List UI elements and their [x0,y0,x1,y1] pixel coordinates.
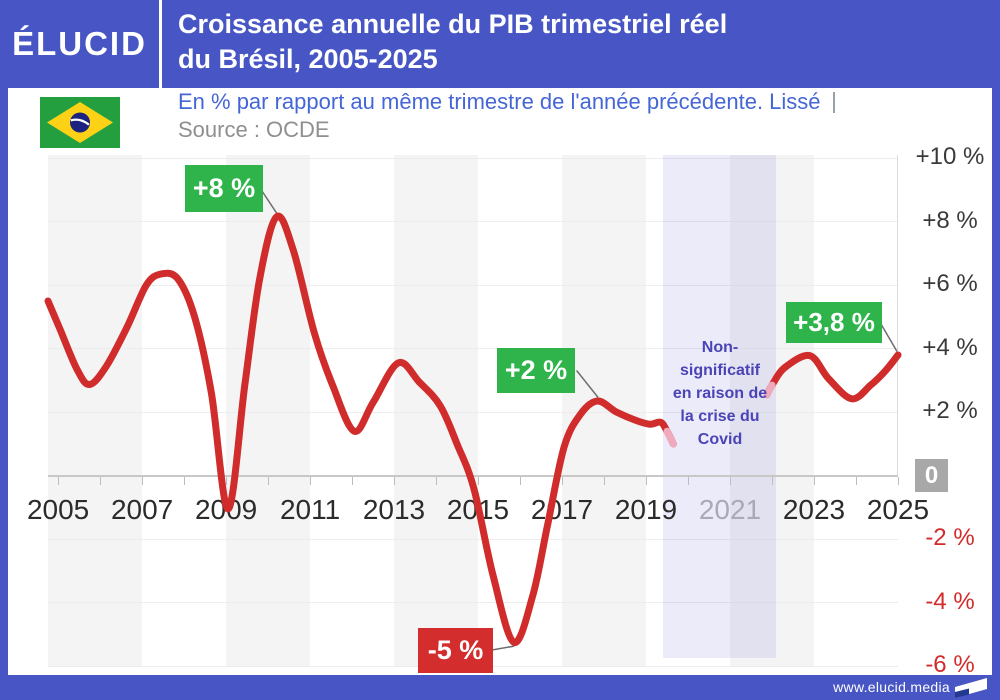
x-axis-tick [57,477,59,485]
annotation-connector [880,323,898,352]
x-axis-tick [183,477,185,485]
y-axis-label: +8 % [922,206,978,234]
x-axis-tick [309,477,311,485]
x-axis-label: 2015 [446,494,510,525]
subtitle-divider [832,91,835,113]
elucid-flag-icon [955,678,987,698]
annotation-badge-plus2: +2 % [497,348,575,393]
x-axis-tick [771,477,773,485]
plot-right-border [897,155,898,476]
x-axis-tick [561,477,563,485]
x-axis-tick [729,477,731,485]
gridline [48,157,898,159]
y-axis-zero-badge: 0 [915,459,948,493]
x-axis-tick [855,477,857,485]
y-axis-label: +10 % [915,143,985,171]
background-stripe [730,155,814,667]
x-axis-tick [225,477,227,485]
x-axis-tick [477,477,479,485]
y-axis-label: +4 % [922,333,978,361]
x-axis-label: 2009 [194,494,258,525]
x-axis-label: 2017 [530,494,594,525]
header-separator [159,0,162,88]
annotation-badge-plus38: +3,8 % [786,302,882,343]
subtitle-row: En % par rapport au même trimestre de l'… [178,89,835,115]
website-link[interactable]: www.elucid.media [833,679,950,695]
y-axis-label: -2 % [925,524,975,552]
x-axis-line [48,474,898,477]
title-line-2: du Brésil, 2005-2025 [178,44,438,74]
x-axis-tick [393,477,395,485]
x-axis-label: 2013 [362,494,426,525]
annotation-badge-minus5: -5 % [418,628,493,673]
header: ÉLUCID Croissance annuelle du PIB trimes… [0,0,1000,88]
x-axis-label: 2019 [614,494,678,525]
right-border-strip [992,88,1000,700]
annotation-connector [491,645,515,651]
x-axis-tick [519,477,521,485]
x-axis-tick [267,477,269,485]
x-axis-tick [141,477,143,485]
x-axis-tick [603,477,605,485]
source-label: Source : OCDE [178,117,330,142]
annotation-badge-plus8: +8 % [185,165,263,212]
title-line-1: Croissance annuelle du PIB trimestriel r… [178,9,728,39]
y-axis-label: +2 % [922,397,978,425]
x-axis-label: 2011 [279,494,341,525]
x-axis-tick [351,477,353,485]
x-axis-tick [645,477,647,485]
x-axis-tick [687,477,689,485]
x-axis-label: 2021 [698,494,762,525]
page-title: Croissance annuelle du PIB trimestriel r… [178,7,727,77]
x-axis-label: 2023 [782,494,846,525]
elucid-logo: ÉLUCID [12,25,147,62]
x-axis-tick [99,477,101,485]
y-axis-label: -6 % [925,651,975,678]
left-border-strip [0,88,8,700]
x-axis-tick [813,477,815,485]
x-axis-tick [897,477,899,485]
brazil-flag-icon [40,97,120,148]
x-axis-tick [435,477,437,485]
x-axis-label: 2005 [26,494,90,525]
y-axis-label: +6 % [922,270,978,298]
covid-note: Non- significatif en raison de la crise … [672,339,768,448]
y-axis-label: -4 % [925,587,975,615]
covid-band [662,155,777,658]
footer-bar: www.elucid.media [0,675,1000,700]
x-axis-label: 2025 [866,494,930,525]
x-axis-label: 2007 [110,494,174,525]
chart-subtitle: En % par rapport au même trimestre de l'… [178,89,821,114]
